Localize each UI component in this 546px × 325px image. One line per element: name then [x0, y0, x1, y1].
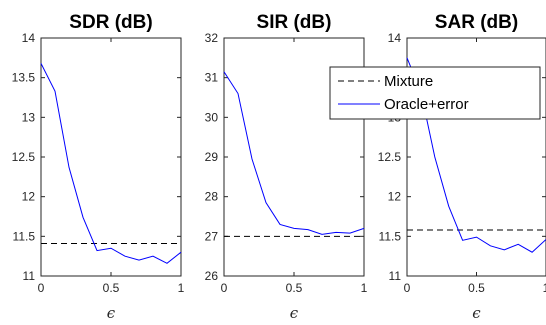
y-tick-label: 13.5 [12, 71, 36, 85]
x-tick-label: 0.5 [103, 281, 120, 295]
y-tick-label: 31 [205, 71, 219, 85]
y-tick-label: 11.5 [13, 229, 36, 243]
y-tick-label: 12 [388, 190, 402, 204]
chart-panel-sir: SIR (dB) 26 27 28 29 30 31 32 0 0.5 1 ϵ [205, 12, 368, 322]
x-tick-label: 0 [404, 281, 411, 295]
y-tick-label: 11.5 [379, 229, 402, 243]
chart-panel-sdr: SDR (dB) 11 11.5 12 12.5 13 13.5 14 0 0.5 1 ϵ [12, 12, 185, 322]
chart-title: SDR (dB) [69, 12, 152, 33]
y-tick-label: 11 [23, 269, 36, 283]
x-tick-label: 0.5 [286, 281, 303, 295]
x-tick-label: 1 [543, 281, 546, 295]
y-tick-label: 11 [389, 269, 402, 283]
x-axis-label: ϵ [107, 304, 116, 322]
y-tick-label: 12 [22, 190, 36, 204]
y-tick-label: 13 [22, 110, 36, 124]
y-tick-label: 12.5 [378, 150, 402, 164]
series-line-oracle-error [223, 71, 365, 235]
y-tick-label: 27 [205, 229, 219, 243]
y-tick-label: 14 [388, 31, 402, 45]
x-tick-label: 0 [221, 281, 228, 295]
y-tick-label: 29 [205, 150, 219, 164]
y-tick-label: 28 [205, 190, 219, 204]
legend: Mixture Oracle+error [329, 66, 541, 120]
y-tick-label: 32 [205, 31, 219, 45]
x-tick-label: 0 [38, 281, 45, 295]
series-line-oracle-error [406, 57, 546, 253]
x-tick-label: 1 [361, 281, 368, 295]
series-line-oracle-error [40, 63, 182, 264]
legend-box [329, 66, 541, 120]
y-tick-label: 12.5 [12, 150, 36, 164]
x-tick-label: 1 [178, 281, 185, 295]
plot-area [40, 37, 182, 277]
legend-label: Oracle+error [384, 96, 469, 113]
chart-panel-sar: SAR (dB)1111.51212.51313.51400.51ϵMixtur… [329, 12, 546, 322]
y-tick-label: 26 [205, 269, 219, 283]
x-tick-label: 0.5 [468, 281, 485, 295]
chart-title: SAR (dB) [435, 12, 518, 33]
y-tick-label: 14 [22, 31, 36, 45]
x-axis-label: ϵ [290, 304, 299, 322]
x-axis-label: ϵ [472, 304, 481, 322]
y-tick-label: 30 [205, 110, 219, 124]
legend-label: Mixture [384, 73, 433, 90]
chart-title: SIR (dB) [257, 12, 332, 33]
